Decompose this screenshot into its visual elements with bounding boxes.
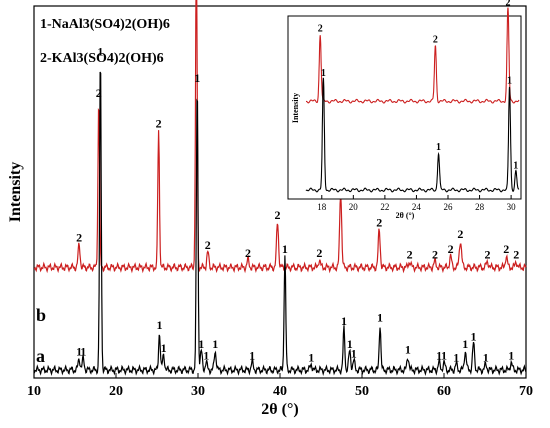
peak-label-a-23: 1 xyxy=(508,348,514,362)
peak-label-b-13: 2 xyxy=(457,227,463,241)
peak-label-a-19: 1 xyxy=(453,350,459,364)
peak-label-b-0: 2 xyxy=(76,231,82,245)
peak-label-a-2: 1 xyxy=(97,44,103,58)
peak-label-a-8: 1 xyxy=(212,337,218,351)
peak-label-a-22: 1 xyxy=(483,350,489,364)
peak-label-b-2: 2 xyxy=(156,117,162,131)
peak-label-1-1: 1 xyxy=(436,142,441,153)
inset-x-ticks: 18 20 22 24 26 28 30 xyxy=(317,195,516,212)
trace-label-a: a xyxy=(36,346,45,366)
x-tick-label-5: 28 xyxy=(475,202,485,212)
peak-label-2-2: 2 xyxy=(506,0,511,9)
peak-label-a-4: 1 xyxy=(161,341,167,355)
series-line-2 xyxy=(306,7,520,104)
x-tick-label-5: 60 xyxy=(437,384,451,399)
x-axis-label: 2θ (°) xyxy=(261,401,298,418)
peak-label-a-16: 1 xyxy=(405,343,411,357)
x-tick-label-2: 22 xyxy=(380,202,389,212)
peak-label-1-0: 1 xyxy=(321,68,326,79)
inset-y-axis-label: Intensity xyxy=(291,93,300,123)
x-tick-label-0: 18 xyxy=(317,202,327,212)
peak-label-a-5: 1 xyxy=(194,71,200,85)
peak-label-a-11: 1 xyxy=(308,350,314,364)
peak-label-b-10: 2 xyxy=(407,248,413,262)
peak-label-b-4: 2 xyxy=(205,238,211,252)
series-line-1 xyxy=(305,77,520,193)
peak-label-a-15: 1 xyxy=(377,310,383,324)
x-tick-label-1: 20 xyxy=(349,202,359,212)
peak-label-a-0: 1 xyxy=(76,345,82,359)
x-tick-label-1: 20 xyxy=(109,384,123,399)
peak-label-b-15: 2 xyxy=(503,242,509,256)
peak-label-a-10: 1 xyxy=(282,242,288,256)
inset-peak-labels: 2 2 2 1 1 1 1 xyxy=(318,0,519,172)
peak-label-a-20: 1 xyxy=(462,337,468,351)
main-x-ticks: 10 20 30 40 50 60 70 xyxy=(27,373,533,399)
peak-label-2-1: 2 xyxy=(433,35,438,46)
peak-label-a-7: 1 xyxy=(203,348,209,362)
peak-label-b-12: 2 xyxy=(448,242,454,256)
trace-label-b: b xyxy=(36,305,46,325)
peak-label-2-0: 2 xyxy=(318,24,323,35)
peak-label-b-9: 2 xyxy=(376,215,382,229)
series-line-a xyxy=(33,71,527,377)
peak-label-b-16: 2 xyxy=(513,248,519,262)
y-axis-label: Intensity xyxy=(7,162,24,222)
peak-label-a-14: 1 xyxy=(351,347,357,361)
peak-label-a-3: 1 xyxy=(157,318,163,332)
peak-label-a-6: 1 xyxy=(198,337,204,351)
peak-label-a-9: 1 xyxy=(249,348,255,362)
x-tick-label-3: 40 xyxy=(273,384,287,399)
peak-label-b-1: 2 xyxy=(96,86,102,100)
inset-frame xyxy=(287,15,522,200)
peak-label-b-7: 2 xyxy=(316,246,322,260)
peak-label-b-14: 2 xyxy=(485,248,491,262)
peak-label-b-11: 2 xyxy=(432,248,438,262)
main-peak-labels: 2222222222222222211111111111111111111111… xyxy=(76,44,519,364)
x-tick-label-6: 30 xyxy=(507,202,517,212)
x-tick-label-6: 70 xyxy=(519,384,533,399)
peak-label-a-21: 1 xyxy=(471,329,477,343)
peak-label-a-12: 1 xyxy=(341,314,347,328)
x-tick-label-4: 50 xyxy=(355,384,369,399)
inset-x-axis-label: 2θ (°) xyxy=(396,211,415,220)
x-tick-label-3: 24 xyxy=(412,202,422,212)
legend-entry-2: 2-KAl3(SO4)2(OH)6 xyxy=(40,51,164,66)
peak-label-b-5: 2 xyxy=(245,246,251,260)
peak-label-a-13: 1 xyxy=(347,337,353,351)
peak-label-a-18: 1 xyxy=(441,348,447,362)
peak-label-1-2: 1 xyxy=(507,75,512,86)
peak-label-1-3: 1 xyxy=(513,161,518,172)
peak-label-a-1: 1 xyxy=(80,345,86,359)
legend-entry-1: 1-NaAl3(SO4)2(OH)6 xyxy=(40,17,170,32)
peak-label-a-17: 1 xyxy=(436,348,442,362)
peak-label-b-6: 2 xyxy=(275,208,281,222)
x-tick-label-2: 30 xyxy=(191,384,205,399)
series-line-b xyxy=(33,0,527,274)
x-tick-label-4: 26 xyxy=(444,202,454,212)
inset-traces xyxy=(305,7,520,193)
x-tick-label-0: 10 xyxy=(27,384,41,399)
main-traces xyxy=(33,0,527,377)
